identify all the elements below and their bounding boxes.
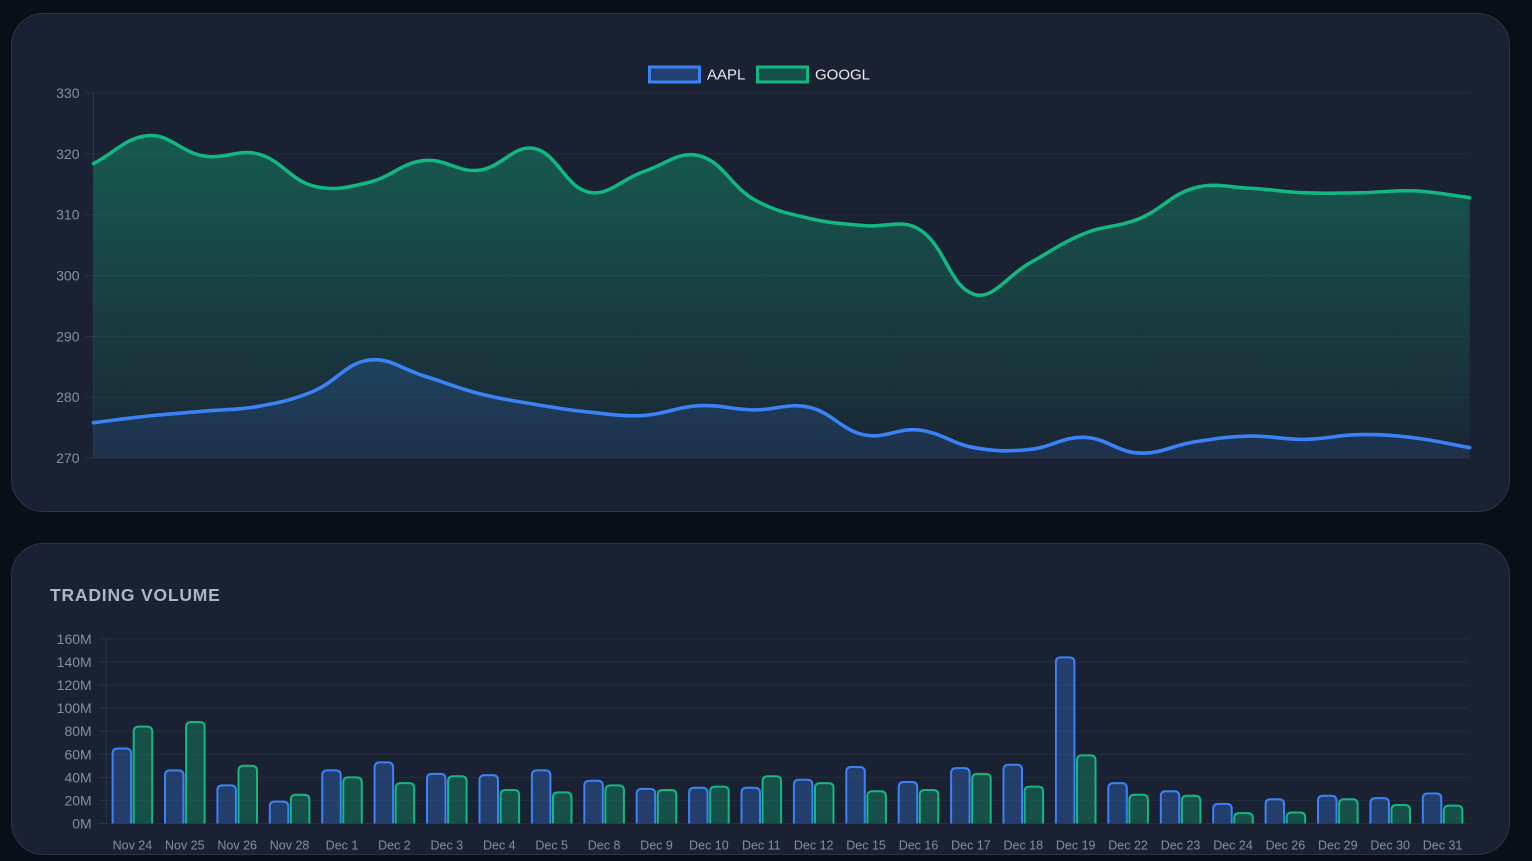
svg-text:100M: 100M — [57, 700, 92, 716]
svg-text:Dec 2: Dec 2 — [378, 839, 411, 853]
svg-text:Dec 30: Dec 30 — [1370, 839, 1410, 853]
svg-text:120M: 120M — [57, 677, 92, 693]
svg-text:Dec 24: Dec 24 — [1213, 839, 1253, 853]
svg-text:Dec 19: Dec 19 — [1056, 839, 1096, 853]
svg-text:Dec 11: Dec 11 — [742, 839, 781, 853]
svg-text:320: 320 — [56, 146, 80, 162]
svg-text:Dec 5: Dec 5 — [535, 839, 568, 853]
svg-text:20M: 20M — [64, 792, 91, 808]
svg-text:140M: 140M — [57, 654, 92, 670]
svg-text:Dec 29: Dec 29 — [1318, 839, 1358, 853]
svg-text:Dec 17: Dec 17 — [951, 839, 991, 853]
svg-text:280: 280 — [56, 389, 80, 405]
svg-text:Nov 25: Nov 25 — [165, 839, 205, 853]
svg-text:0M: 0M — [72, 816, 91, 832]
svg-text:Dec 12: Dec 12 — [794, 839, 834, 853]
svg-text:GOOGL: GOOGL — [815, 67, 870, 84]
svg-text:Dec 26: Dec 26 — [1266, 839, 1306, 853]
svg-text:270: 270 — [56, 450, 80, 466]
svg-text:Dec 4: Dec 4 — [483, 839, 516, 853]
svg-text:Dec 9: Dec 9 — [640, 839, 673, 853]
svg-text:Dec 1: Dec 1 — [326, 839, 359, 853]
svg-text:TRADING VOLUME: TRADING VOLUME — [50, 585, 221, 605]
svg-text:Dec 15: Dec 15 — [846, 839, 886, 853]
svg-text:Dec 8: Dec 8 — [588, 839, 621, 853]
svg-text:Nov 26: Nov 26 — [217, 839, 257, 853]
svg-text:Nov 28: Nov 28 — [270, 839, 310, 853]
svg-text:300: 300 — [56, 268, 80, 284]
svg-text:Dec 22: Dec 22 — [1108, 839, 1148, 853]
svg-text:40M: 40M — [64, 769, 91, 785]
svg-text:310: 310 — [56, 207, 80, 223]
svg-text:160M: 160M — [57, 631, 92, 647]
svg-text:80M: 80M — [64, 723, 91, 739]
svg-text:Dec 16: Dec 16 — [899, 839, 939, 853]
svg-text:AAPL: AAPL — [707, 67, 745, 84]
svg-text:Dec 23: Dec 23 — [1161, 839, 1201, 853]
svg-text:60M: 60M — [64, 746, 91, 762]
svg-text:Dec 31: Dec 31 — [1423, 839, 1463, 853]
svg-text:290: 290 — [56, 328, 80, 344]
svg-text:330: 330 — [56, 85, 80, 101]
svg-text:Dec 10: Dec 10 — [689, 839, 729, 853]
svg-text:Nov 24: Nov 24 — [113, 839, 153, 853]
svg-text:Dec 18: Dec 18 — [1003, 839, 1043, 853]
svg-text:Dec 3: Dec 3 — [430, 839, 463, 853]
